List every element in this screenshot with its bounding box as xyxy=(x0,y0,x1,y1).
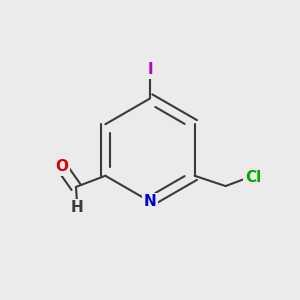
Text: Cl: Cl xyxy=(245,170,261,185)
Text: I: I xyxy=(147,62,153,77)
Text: N: N xyxy=(144,194,156,209)
Text: H: H xyxy=(71,200,84,215)
Text: O: O xyxy=(55,159,68,174)
